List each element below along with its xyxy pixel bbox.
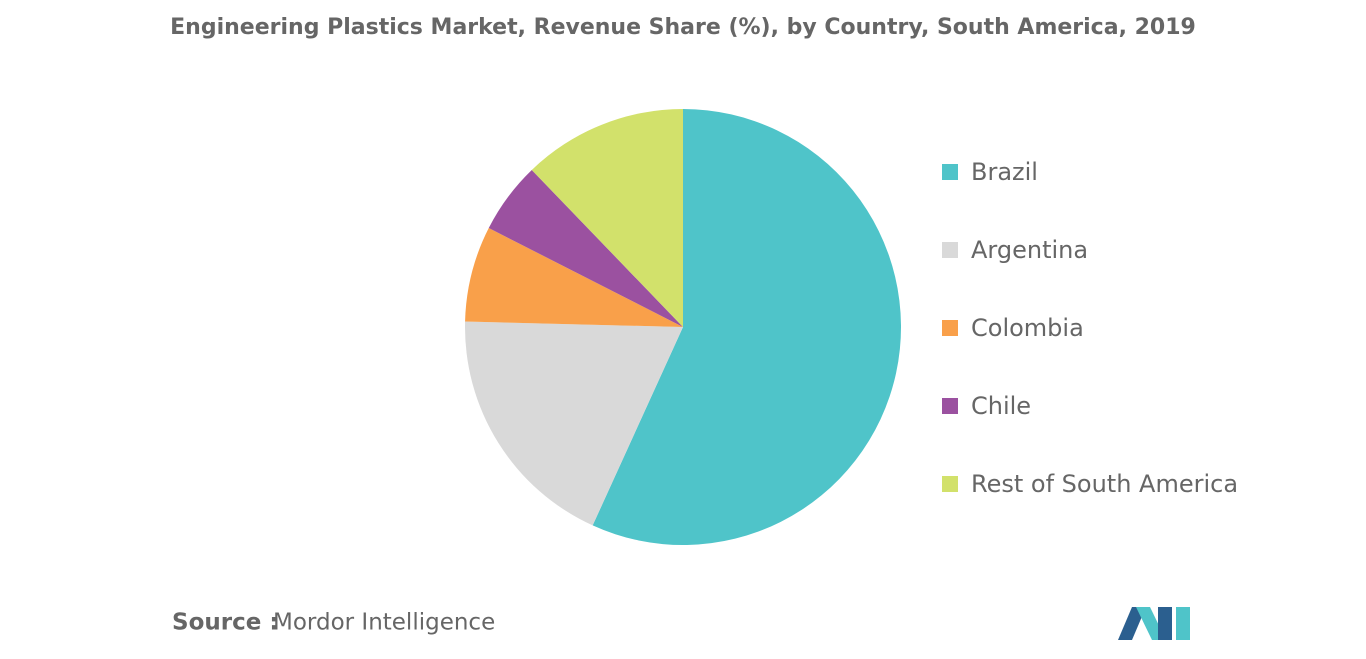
legend-swatch: [942, 320, 958, 336]
pie-slice: [592, 108, 902, 546]
legend-swatch: [942, 164, 958, 180]
legend-label: Colombia: [971, 314, 1084, 342]
logo: [1118, 607, 1190, 640]
legend-label: Argentina: [971, 236, 1088, 264]
chart-title: Engineering Plastics Market, Revenue Sha…: [170, 15, 1196, 40]
legend-swatch: [942, 242, 958, 258]
pie-slice: [488, 169, 683, 327]
legend-swatch: [942, 476, 958, 492]
pie-slice: [531, 109, 683, 327]
source-text: Mordor Intelligence: [273, 610, 495, 636]
legend-label: Rest of South America: [971, 470, 1238, 498]
pie-slice: [464, 321, 683, 526]
legend-label: Brazil: [971, 158, 1038, 186]
pie-slice: [465, 228, 683, 327]
legend-label: Chile: [971, 392, 1031, 420]
legend-swatch: [942, 398, 958, 414]
source-label: Source :: [172, 610, 279, 636]
